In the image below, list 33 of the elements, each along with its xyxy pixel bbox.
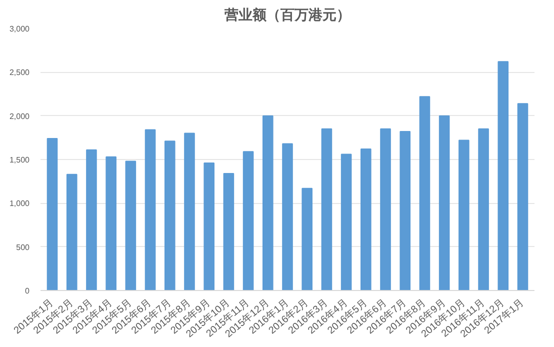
- bar: [438, 115, 450, 290]
- bar: [458, 140, 470, 290]
- bar: [106, 156, 116, 290]
- y-tick-label: 1,000: [9, 199, 30, 208]
- y-tick-label: 2,500: [9, 68, 30, 78]
- bar: [86, 149, 97, 290]
- bar: [478, 128, 489, 290]
- y-tick-label: 1,500: [9, 156, 30, 164]
- bar: [125, 160, 136, 290]
- bar: [204, 162, 214, 290]
- bar: [223, 172, 234, 290]
- bar: [498, 61, 509, 290]
- bar: [242, 151, 254, 290]
- bar: [517, 103, 528, 290]
- y-tick-label: 500: [16, 242, 30, 252]
- bar: [46, 138, 58, 290]
- bar: [321, 128, 332, 290]
- bar: [380, 128, 391, 290]
- y-tick-label: 3,000: [9, 24, 30, 34]
- bar: [66, 174, 78, 290]
- bar: [340, 154, 352, 290]
- bar: [282, 143, 293, 290]
- bar: [262, 115, 274, 290]
- bar: [184, 132, 195, 290]
- y-tick-label: 0: [25, 286, 30, 296]
- bar: [144, 129, 156, 290]
- bar: [400, 131, 411, 290]
- y-tick-label: 2,000: [9, 112, 30, 121]
- bar: [419, 96, 430, 290]
- bar: [164, 140, 176, 290]
- chart-title: 营业额（百万港元）: [224, 6, 350, 24]
- bar: [302, 188, 313, 290]
- bar: [360, 148, 372, 290]
